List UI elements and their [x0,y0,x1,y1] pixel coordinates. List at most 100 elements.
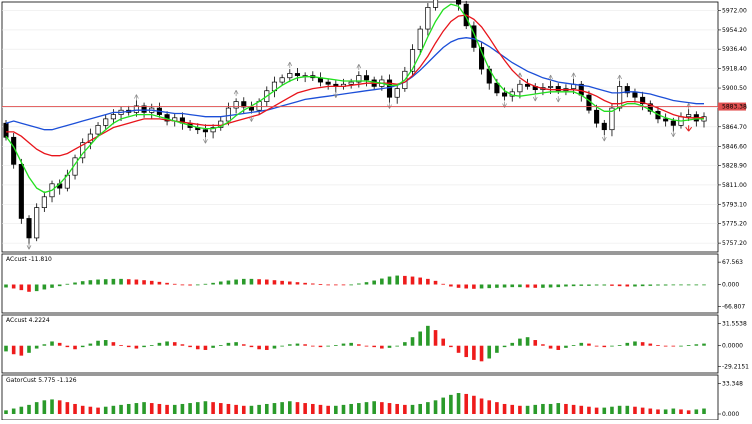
osc-bar-up [602,284,607,286]
osc-bar-down [73,345,77,350]
ytick-label: 67.563 [722,259,743,266]
osc-bar-up [594,284,599,286]
osc-bar-up [80,345,85,348]
osc-bar-down [395,403,399,414]
osc-bar-down [472,284,476,289]
osc-bar-up [571,345,576,346]
osc-bar-up [456,393,461,414]
osc-bar-up [686,284,691,286]
pane2-title: ACcust 4.2224 [6,317,50,324]
osc-bar-up [4,284,8,288]
osc-bar-up [280,402,284,414]
candle-bear [241,101,247,108]
osc-bar-down [264,279,269,285]
osc-bar-down [594,407,599,414]
osc-bar-up [4,410,8,414]
osc-bar-down [226,403,231,414]
fractal-down-arrow [555,96,561,103]
osc-bar-up [525,337,530,346]
osc-bar-up [295,343,300,346]
osc-bar-down [157,281,162,285]
candle-bull [348,81,354,85]
osc-bar-down [456,345,461,353]
osc-bar-down [418,277,422,285]
osc-bar-up [195,284,200,286]
candle-bull [548,86,554,88]
osc-bar-up [103,279,108,285]
osc-bar-down [295,402,300,414]
osc-bar-down [211,402,215,414]
osc-bar-down [57,400,62,414]
osc-bar-up [357,283,361,285]
osc-bar-down [656,345,660,346]
osc-bar-up [702,408,706,414]
osc-bar-down [249,345,254,348]
fractal-down-arrow [601,135,607,142]
osc-bar-up [96,279,100,285]
ytick-label: 5757.20 [722,240,747,247]
osc-bar-up [418,403,422,414]
osc-bar-down [241,405,246,414]
osc-bar-down [502,403,507,414]
osc-bar-down [472,345,476,360]
osc-bar-down [65,345,70,348]
candle-bull [103,118,109,126]
osc-bar-down [602,345,607,348]
osc-bar-down [648,408,653,414]
osc-bar-up [50,284,54,288]
ytick-label: 0.000 [722,411,739,418]
osc-bar-down [11,345,16,355]
osc-bar-up [441,397,446,414]
osc-bar-down [73,403,77,414]
ytick-label: 5900.50 [722,85,747,92]
osc-bar-down [472,395,476,414]
osc-bar-up [541,284,545,288]
osc-bar-up [172,404,177,414]
ytick-label: 33.348 [722,381,743,388]
candle-bear [624,86,630,94]
osc-bar-down [449,345,453,348]
osc-bar-down [625,284,630,287]
candle-bull [432,0,439,8]
osc-bar-up [50,341,54,346]
osc-bar-up [34,402,39,414]
osc-bar-up [541,403,545,414]
pane1-title: ACcust -11.810 [6,256,52,263]
osc-bar-up [203,283,208,285]
osc-bar-up [349,403,353,414]
osc-bar-up [617,345,622,346]
osc-bar-down [165,404,169,414]
osc-bar-down [303,403,307,414]
osc-bar-down [180,344,185,346]
osc-bar-up [372,280,376,285]
osc-bar-down [311,403,315,414]
osc-bar-down [303,344,307,346]
osc-bar-down [372,345,376,348]
osc-bar-up [648,284,653,286]
osc-bar-up [211,345,215,348]
candle-bull [133,105,139,113]
osc-bar-down [257,279,261,285]
osc-bar-down [594,345,599,347]
osc-bar-down [579,405,584,414]
ytick-label: 5793.10 [722,201,747,208]
osc-bar-up [272,345,277,349]
osc-bar-down [403,275,407,285]
osc-bar-down [172,342,177,346]
ytick-label: 5811.00 [722,182,747,189]
candle-bear [202,129,208,133]
osc-bar-down [149,280,154,285]
osc-bar-up [203,401,208,414]
osc-bar-down [433,330,438,346]
candle-bear [647,103,653,112]
candle-bear [663,118,669,122]
osc-bar-up [211,282,215,285]
osc-bar-up [226,342,231,346]
candle-bear [640,96,646,105]
candle-bear [325,81,331,85]
osc-bar-down [88,406,93,414]
candle-bull [225,107,231,122]
osc-bar-up [34,284,39,292]
osc-bar-up [518,284,522,288]
